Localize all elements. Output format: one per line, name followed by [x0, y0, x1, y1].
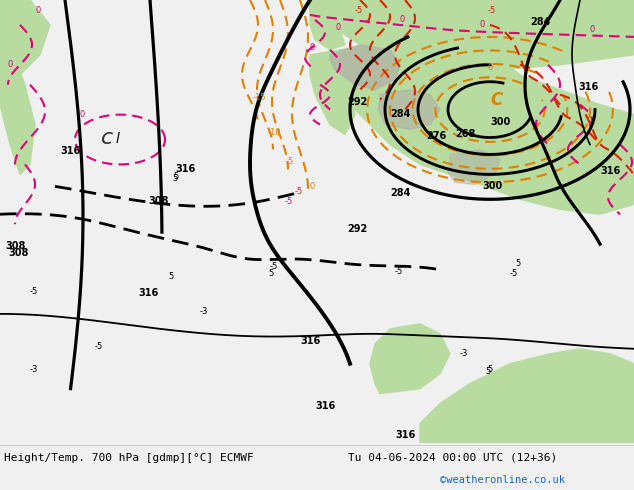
Text: 5: 5	[487, 365, 492, 374]
Text: -5: -5	[270, 262, 278, 271]
Text: 292: 292	[347, 97, 367, 107]
Text: 5: 5	[515, 259, 521, 268]
Text: 316: 316	[300, 336, 320, 346]
Text: 0: 0	[480, 20, 485, 29]
Text: 0: 0	[35, 6, 40, 15]
Text: -5: -5	[295, 187, 303, 196]
Text: -5: -5	[30, 287, 38, 296]
Text: C: C	[490, 91, 502, 109]
Text: $\mathregular{l}$: $\mathregular{l}$	[115, 130, 121, 146]
Text: 316: 316	[315, 400, 335, 411]
Text: -5: -5	[286, 157, 294, 167]
Text: 316: 316	[175, 165, 195, 174]
Text: $\mathregular{c}$: $\mathregular{c}$	[100, 128, 114, 148]
Text: Height/Temp. 700 hPa [gdmp][°C] ECMWF: Height/Temp. 700 hPa [gdmp][°C] ECMWF	[4, 453, 254, 463]
Text: 316: 316	[395, 431, 415, 441]
Text: -5: -5	[285, 197, 294, 206]
Text: 308: 308	[148, 196, 169, 206]
Text: 5: 5	[168, 272, 173, 281]
Text: 0: 0	[590, 25, 595, 34]
Polygon shape	[0, 55, 35, 174]
Polygon shape	[448, 149, 500, 184]
Text: 5: 5	[485, 367, 490, 376]
Text: 284: 284	[390, 109, 410, 119]
Text: 0: 0	[310, 182, 315, 191]
Text: 0: 0	[336, 23, 341, 32]
Text: 316: 316	[578, 82, 598, 92]
Text: -5: -5	[95, 342, 103, 351]
Text: -3: -3	[460, 349, 469, 358]
Text: -3: -3	[30, 365, 39, 374]
Text: 5: 5	[268, 269, 273, 278]
Polygon shape	[370, 324, 450, 393]
Text: 276: 276	[426, 130, 446, 141]
Text: -5: -5	[395, 267, 403, 276]
Text: 0: 0	[80, 110, 85, 119]
Text: 316: 316	[138, 288, 158, 298]
Text: Tu 04-06-2024 00:00 UTC (12+36): Tu 04-06-2024 00:00 UTC (12+36)	[348, 453, 557, 463]
Text: 268: 268	[455, 128, 476, 139]
Text: -10: -10	[268, 127, 281, 137]
Text: 0: 0	[310, 43, 315, 52]
Polygon shape	[378, 90, 440, 129]
Polygon shape	[310, 40, 634, 214]
Text: 300: 300	[490, 117, 510, 126]
Text: 5: 5	[173, 172, 178, 181]
Text: 300: 300	[482, 181, 502, 191]
Text: 316: 316	[600, 167, 620, 176]
Polygon shape	[420, 349, 634, 443]
Text: 308: 308	[5, 241, 25, 251]
Text: 284: 284	[530, 17, 550, 27]
Polygon shape	[310, 55, 355, 135]
Text: 316: 316	[60, 147, 81, 156]
Text: 0: 0	[400, 15, 405, 24]
Text: -5: -5	[355, 6, 363, 15]
Text: 0: 0	[8, 60, 13, 69]
Polygon shape	[310, 0, 634, 70]
Text: -15: -15	[253, 93, 266, 101]
Text: 5: 5	[172, 174, 178, 183]
Polygon shape	[310, 0, 345, 50]
Polygon shape	[560, 105, 634, 199]
Text: 0: 0	[488, 63, 493, 72]
Text: 292: 292	[347, 224, 367, 234]
Text: -5: -5	[510, 269, 518, 278]
Text: ©weatheronline.co.uk: ©weatheronline.co.uk	[440, 475, 565, 485]
Polygon shape	[330, 45, 400, 90]
Text: 284: 284	[390, 188, 410, 198]
Polygon shape	[0, 0, 50, 75]
Text: -5: -5	[488, 6, 496, 15]
Text: 308: 308	[8, 248, 29, 258]
Text: -3: -3	[200, 307, 209, 316]
